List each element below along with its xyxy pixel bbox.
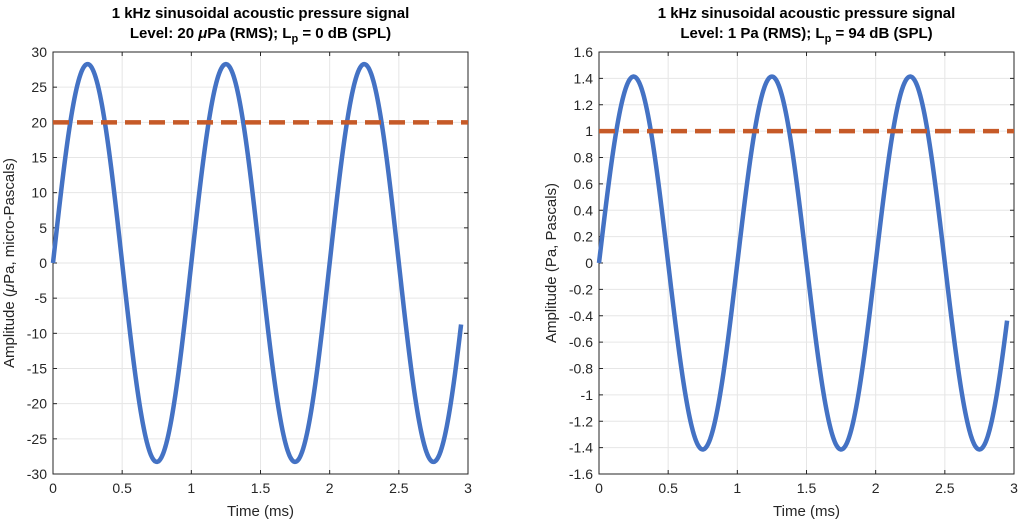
y-label-prefix: Amplitude (Pa, Pascals) xyxy=(543,183,560,343)
y-tick-label: 1 xyxy=(585,123,593,139)
title-text-prefix: Level: 20 xyxy=(130,25,198,42)
y-tick-label: -20 xyxy=(27,396,47,412)
x-tick-label: 2 xyxy=(872,480,880,496)
y-tick-label: 0 xyxy=(39,255,47,271)
y-tick-label: -5 xyxy=(35,290,48,306)
x-tick-label: 0.5 xyxy=(658,480,678,496)
x-axis-label: Time (ms) xyxy=(227,503,294,520)
y-tick-label: -0.8 xyxy=(569,361,593,377)
y-tick-label: -1.6 xyxy=(569,466,593,482)
y-tick-label: -1.4 xyxy=(569,440,593,456)
y-tick-label: 0.6 xyxy=(574,176,594,192)
title-text-suffix: = 0 dB (SPL) xyxy=(298,25,391,42)
chart-title-line-2: Level: 20 μPa (RMS); Lp = 0 dB (SPL) xyxy=(130,25,391,45)
y-tick-label: 20 xyxy=(31,114,47,130)
title-mu-symbol: μ xyxy=(197,25,207,42)
y-tick-label: -1.2 xyxy=(569,413,593,429)
x-tick-label: 2 xyxy=(326,480,334,496)
y-label-suffix: Pa, micro-Pascals) xyxy=(1,158,18,284)
chart-title-line-1: 1 kHz sinusoidal acoustic pressure signa… xyxy=(658,5,956,22)
title-text-suffix: = 94 dB (SPL) xyxy=(831,25,932,42)
y-tick-label: -25 xyxy=(27,431,47,447)
x-tick-label: 0 xyxy=(49,480,57,496)
sine-wave-series xyxy=(50,61,464,465)
y-tick-label: -1 xyxy=(581,387,594,403)
y-tick-label: -0.6 xyxy=(569,334,593,350)
y-tick-label: 0.2 xyxy=(574,229,594,245)
y-tick-label: 15 xyxy=(31,150,47,166)
chart-2: 0 0.5 1 1.5 2 2.5 3 -1.6 -1.4 -1.2 -1 -0.8 -0.6 -0.4 -… xyxy=(543,5,1018,520)
y-tick-label: 0.4 xyxy=(574,202,594,218)
y-tick-label: 0.8 xyxy=(574,150,594,166)
y-label-prefix: Amplitude ( xyxy=(1,292,18,368)
x-tick-label: 3 xyxy=(464,480,472,496)
y-tick-label: 30 xyxy=(31,44,47,60)
x-tick-label: 0.5 xyxy=(112,480,132,496)
title-subscript: p xyxy=(825,33,832,45)
sine-wave-series xyxy=(596,74,1010,452)
y-label-mu-symbol: μ xyxy=(1,284,18,293)
y-axis-label: Amplitude (Pa, Pascals) xyxy=(543,183,560,343)
x-tick-label: 1 xyxy=(187,480,195,496)
x-tick-label: 3 xyxy=(1010,480,1018,496)
x-tick-label: 2.5 xyxy=(935,480,955,496)
x-tick-label: 1 xyxy=(733,480,741,496)
title-text-mid: Pa (RMS); L xyxy=(207,25,291,42)
title-subscript: p xyxy=(291,33,298,45)
x-tick-label: 0 xyxy=(595,480,603,496)
y-tick-label: -30 xyxy=(27,466,47,482)
y-tick-label: 5 xyxy=(39,220,47,236)
chart-title-line-2: Level: 1 Pa (RMS); Lp = 94 dB (SPL) xyxy=(680,25,932,45)
y-tick-label: -0.2 xyxy=(569,281,593,297)
title-text-prefix: Level: 1 Pa (RMS); L xyxy=(680,25,824,42)
chart-title-line-1: 1 kHz sinusoidal acoustic pressure signa… xyxy=(112,5,410,22)
y-axis-label: Amplitude (μPa, micro-Pascals) xyxy=(1,158,18,368)
x-tick-label: 1.5 xyxy=(251,480,271,496)
y-tick-label: 10 xyxy=(31,185,47,201)
x-axis-label: Time (ms) xyxy=(773,503,840,520)
y-tick-label: -10 xyxy=(27,325,47,341)
y-tick-label: 25 xyxy=(31,79,47,95)
y-tick-label: 1.4 xyxy=(574,70,594,86)
y-tick-label: -0.4 xyxy=(569,308,593,324)
y-tick-label: 1.6 xyxy=(574,44,594,60)
y-tick-label: 1.2 xyxy=(574,97,594,113)
y-tick-label: 0 xyxy=(585,255,593,271)
chart-1: 0 0.5 1 1.5 2 2.5 3 -30 -25 -20 -15 -10 -5 0 5 10 15 20 25… xyxy=(1,5,472,520)
x-tick-label: 2.5 xyxy=(389,480,409,496)
x-tick-label: 1.5 xyxy=(797,480,817,496)
y-tick-label: -15 xyxy=(27,361,47,377)
